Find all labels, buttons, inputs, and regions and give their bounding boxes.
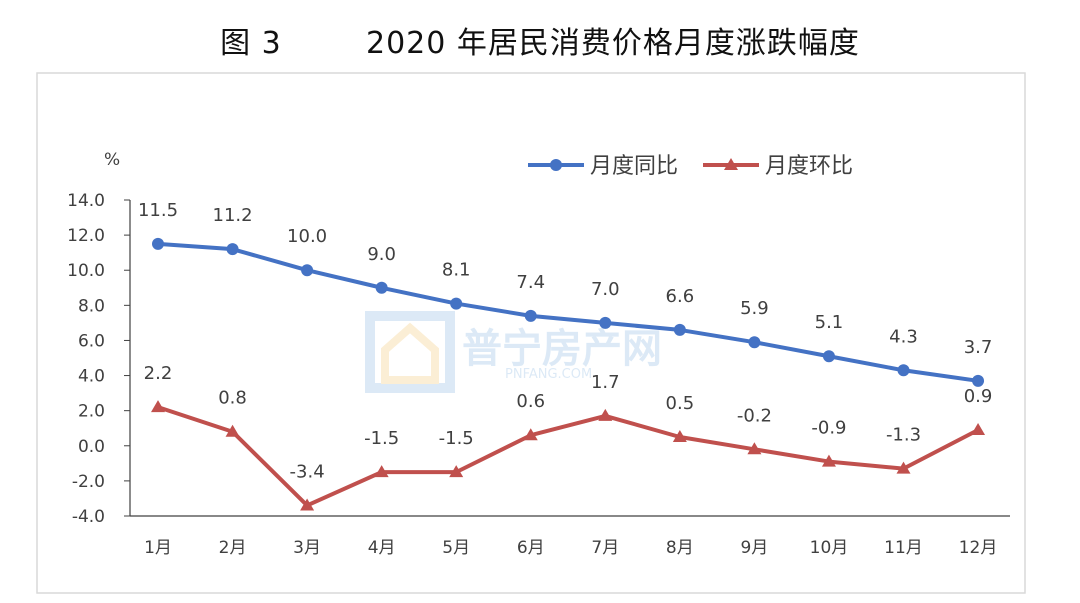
x-tick-label: 5月 xyxy=(442,538,470,558)
data-label: 4.3 xyxy=(889,326,918,347)
data-label: 0.9 xyxy=(964,386,993,407)
y-tick-label: 0.0 xyxy=(78,437,105,457)
watermark: 普宁房产网 PNFANG.COM xyxy=(365,311,662,393)
data-point xyxy=(896,461,911,474)
data-label: 0.5 xyxy=(666,393,695,414)
data-point xyxy=(598,408,613,421)
data-label: 1.7 xyxy=(591,372,620,393)
x-tick-label: 7月 xyxy=(591,538,619,558)
x-tick-label: 3月 xyxy=(293,538,321,558)
data-point xyxy=(822,350,835,363)
data-label: -1.3 xyxy=(886,425,921,446)
legend-label: 月度环比 xyxy=(765,154,853,179)
data-point xyxy=(748,336,761,349)
data-label: 2.2 xyxy=(144,363,173,384)
x-tick-label: 10月 xyxy=(810,538,849,558)
y-tick-label: 6.0 xyxy=(78,331,105,351)
x-tick-label: 2月 xyxy=(219,538,247,558)
y-tick-label: 8.0 xyxy=(78,296,105,316)
y-tick-label: -4.0 xyxy=(72,507,105,527)
data-point xyxy=(301,264,314,277)
y-tick-label: 2.0 xyxy=(78,402,105,422)
legend-marker xyxy=(724,158,738,170)
data-point xyxy=(897,364,910,377)
x-tick-label: 12月 xyxy=(959,538,998,558)
data-point xyxy=(375,281,388,294)
data-point xyxy=(225,424,240,437)
data-label: 5.9 xyxy=(740,298,769,319)
data-point xyxy=(300,498,315,511)
y-tick-label: -2.0 xyxy=(72,472,105,492)
data-label: 0.8 xyxy=(218,388,247,409)
x-tick-label: 9月 xyxy=(740,538,768,558)
data-point xyxy=(672,430,687,442)
x-tick-label: 6月 xyxy=(517,538,545,558)
data-point xyxy=(673,323,686,336)
data-label: 10.0 xyxy=(287,226,327,247)
legend-marker xyxy=(550,159,562,171)
data-label: 5.1 xyxy=(815,312,844,333)
data-point xyxy=(821,454,836,467)
data-point xyxy=(449,465,464,478)
data-label: 6.6 xyxy=(666,286,695,307)
data-label: 0.6 xyxy=(516,391,545,412)
data-point xyxy=(747,442,762,455)
y-tick-label: 4.0 xyxy=(78,367,105,387)
data-point xyxy=(151,400,165,413)
x-tick-label: 8月 xyxy=(666,538,694,558)
data-point xyxy=(226,243,239,256)
x-tick-label: 1月 xyxy=(144,538,172,558)
data-label: -1.5 xyxy=(439,428,474,449)
data-label: 11.5 xyxy=(138,200,178,221)
data-point xyxy=(450,297,463,310)
data-point xyxy=(523,428,538,441)
legend-label: 月度同比 xyxy=(590,154,678,179)
y-axis-unit: % xyxy=(104,150,120,170)
data-point xyxy=(374,465,389,478)
data-label: -3.4 xyxy=(290,461,325,482)
chart-title: 图 3 2020 年居民消费价格月度涨跌幅度 xyxy=(220,26,860,61)
y-tick-label: 10.0 xyxy=(67,261,105,281)
data-label: 7.4 xyxy=(516,272,545,293)
data-point xyxy=(599,316,612,329)
svg-text:普宁房产网: 普宁房产网 xyxy=(462,326,662,372)
data-label: 7.0 xyxy=(591,279,620,300)
data-label: 8.1 xyxy=(442,260,471,281)
data-point xyxy=(152,237,164,250)
series-line-1 xyxy=(157,241,979,383)
chart-frame xyxy=(36,72,1026,594)
data-point xyxy=(971,422,986,435)
data-label: -0.9 xyxy=(811,418,846,439)
x-tick-label: 11月 xyxy=(884,538,923,558)
data-label: -0.2 xyxy=(737,405,772,426)
series-line-2 xyxy=(157,405,979,508)
svg-text:PNFANG.COM: PNFANG.COM xyxy=(505,367,592,382)
data-label: 9.0 xyxy=(367,244,396,265)
y-tick-label: 14.0 xyxy=(67,191,105,211)
data-point xyxy=(524,309,537,322)
y-tick-label: 12.0 xyxy=(67,226,105,246)
data-label: 3.7 xyxy=(964,337,993,358)
data-label: 11.2 xyxy=(213,205,253,226)
data-label: -1.5 xyxy=(364,428,399,449)
x-tick-label: 4月 xyxy=(368,538,396,558)
data-point xyxy=(972,374,985,387)
